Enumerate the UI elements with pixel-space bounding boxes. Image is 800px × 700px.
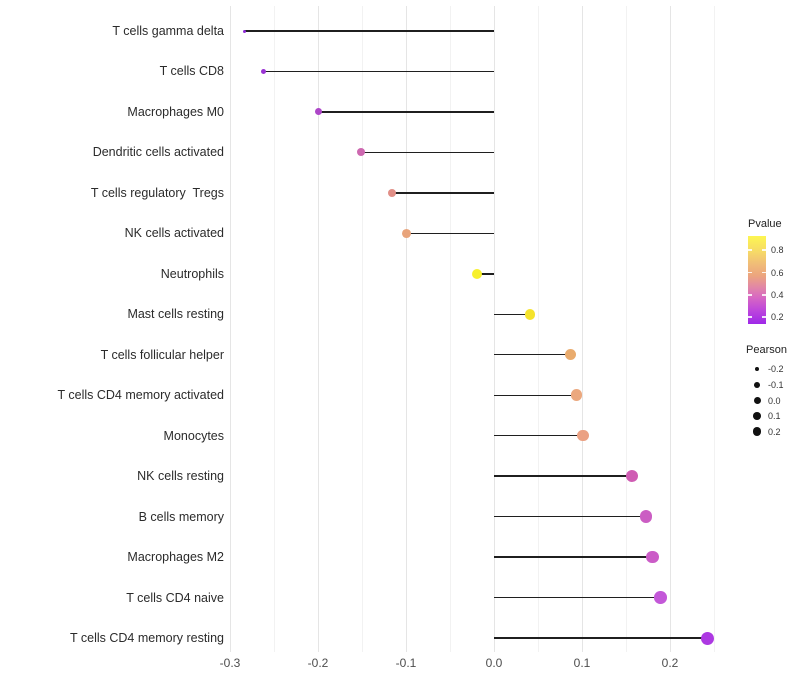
- minor-gridline: [449, 6, 451, 652]
- pearson-size-legend-dot: [752, 427, 762, 436]
- x-axis-tick-label: 0.1: [573, 656, 591, 670]
- pvalue-colorbar-tick-label: 0.2: [771, 312, 784, 322]
- lollipop-stem: [361, 151, 494, 154]
- pvalue-colorbar-tick-mark: [762, 316, 766, 318]
- lollipop-dot: [577, 429, 589, 442]
- pvalue-colorbar: [748, 236, 766, 324]
- pearson-size-legend-label: -0.1: [768, 380, 784, 390]
- pvalue-colorbar-tick-mark: [762, 249, 766, 251]
- category-label: Dendritic cells activated: [92, 145, 224, 160]
- pearson-size-legend-label: 0.0: [768, 395, 781, 406]
- major-gridline: [405, 6, 407, 652]
- pearson-size-legend-label: -0.2: [768, 364, 784, 374]
- pearson-legend-title: Pearson: [746, 344, 787, 356]
- lollipop-stem: [477, 273, 494, 275]
- lollipop-dot: [646, 550, 659, 564]
- category-label: T cells CD4 naive: [126, 590, 224, 605]
- lollipop-dot: [570, 389, 583, 401]
- category-label: T cells follicular helper: [100, 347, 224, 362]
- lollipop-stem: [494, 475, 633, 477]
- lollipop-dot: [315, 108, 323, 116]
- category-label: T cells CD4 memory resting: [70, 631, 224, 646]
- pearson-size-legend-dot: [754, 382, 760, 388]
- category-label: B cells memory: [138, 509, 224, 524]
- pvalue-colorbar-tick-mark: [748, 294, 752, 296]
- minor-gridline: [625, 6, 627, 652]
- pearson-size-legend-label: 0.1: [768, 411, 781, 421]
- minor-gridline: [713, 6, 715, 652]
- lollipop-stem: [391, 192, 494, 194]
- category-label: Macrophages M0: [127, 104, 224, 119]
- category-label: T cells gamma delta: [112, 24, 224, 38]
- lollipop-stem: [494, 556, 653, 558]
- lollipop-stem: [494, 394, 577, 396]
- pvalue-colorbar-tick-mark: [762, 294, 766, 296]
- category-label: T cells regulatory Tregs: [90, 185, 224, 200]
- x-axis-tick-label: -0.3: [219, 656, 241, 670]
- lollipop-dot: [701, 631, 715, 645]
- major-gridline: [669, 6, 671, 652]
- pvalue-colorbar-tick-mark: [748, 249, 752, 251]
- category-label: Mast cells resting: [127, 307, 224, 322]
- minor-gridline: [537, 6, 539, 652]
- lollipop-stem: [494, 313, 531, 315]
- lollipop-stem: [494, 515, 647, 518]
- x-axis-tick-label: 0.2: [661, 656, 679, 670]
- lollipop-dot: [387, 188, 397, 198]
- lollipop-dot: [626, 470, 639, 483]
- pearson-size-legend-dot: [753, 412, 761, 420]
- pvalue-legend-title: Pvalue: [748, 218, 782, 230]
- x-axis-tick-label: -0.2: [307, 656, 329, 670]
- pvalue-colorbar-tick-mark: [748, 271, 752, 274]
- major-gridline: [493, 6, 495, 652]
- category-label: Neutrophils: [160, 266, 224, 281]
- pvalue-colorbar-tick-label: 0.6: [771, 267, 784, 278]
- lollipop-stem: [494, 637, 708, 639]
- pvalue-colorbar-tick-label: 0.8: [771, 245, 784, 255]
- pvalue-colorbar-tick-label: 0.4: [771, 290, 784, 300]
- lollipop-dot: [357, 148, 366, 157]
- lollipop-dot: [472, 268, 483, 279]
- lollipop-dot: [260, 68, 266, 74]
- category-label: Macrophages M2: [127, 550, 224, 565]
- lollipop-dot: [640, 510, 653, 523]
- major-gridline: [229, 6, 231, 652]
- lollipop-stem: [494, 354, 571, 356]
- category-label: Monocytes: [163, 428, 224, 443]
- x-axis-tick-label: -0.1: [395, 656, 417, 670]
- category-label: T cells CD8: [159, 64, 224, 79]
- pearson-size-legend-dot: [753, 397, 761, 404]
- lollipop-stem: [494, 596, 661, 599]
- pearson-size-legend-dot: [754, 366, 760, 372]
- lollipop-dot: [654, 591, 667, 604]
- category-label: NK cells resting: [137, 469, 224, 484]
- major-gridline: [581, 6, 583, 652]
- lollipop-stem: [263, 70, 494, 73]
- lollipop-stem: [318, 111, 494, 113]
- lollipop-stem: [494, 435, 583, 437]
- lollipop-dot: [242, 29, 246, 33]
- major-gridline: [317, 6, 319, 652]
- pvalue-colorbar-tick-mark: [748, 316, 752, 318]
- lollipop-dot: [524, 308, 536, 320]
- pvalue-colorbar-tick-mark: [762, 271, 766, 274]
- lollipop-stem: [244, 30, 494, 32]
- category-label: T cells CD4 memory activated: [57, 388, 225, 403]
- minor-gridline: [273, 6, 275, 652]
- minor-gridline: [361, 6, 363, 652]
- lollipop-stem: [406, 232, 494, 235]
- lollipop-dot: [564, 349, 577, 361]
- lollipop-dot: [402, 228, 412, 238]
- pearson-size-legend-label: 0.2: [768, 426, 781, 437]
- x-axis-tick-label: 0.0: [485, 656, 503, 670]
- category-label: NK cells activated: [124, 226, 224, 241]
